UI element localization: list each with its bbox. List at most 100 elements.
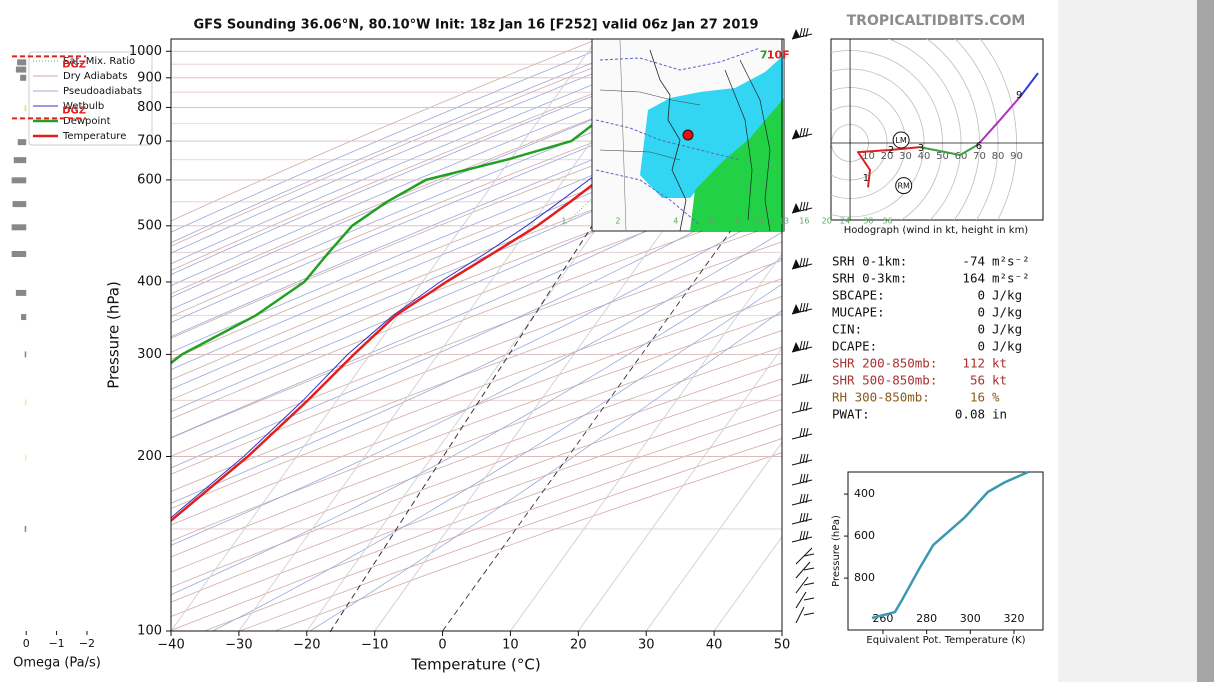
barb-tick (799, 473, 803, 484)
x-tick-label: −40 (157, 638, 184, 653)
thetae-x-tick-label: 280 (916, 612, 937, 625)
y-tick-label: 600 (137, 172, 162, 187)
hodograph-ring-label: 20 (881, 151, 894, 162)
surface-temperature-label: 10F (767, 48, 790, 61)
dry-adiabat (171, 378, 782, 603)
x-tick-label: 40 (706, 638, 723, 653)
hodograph-height-label: 3 (918, 143, 924, 154)
pseudoadiabat (171, 39, 652, 244)
barb-tick (805, 530, 809, 541)
stat-label: PWAT: (832, 407, 870, 422)
omega-bar (24, 351, 27, 358)
barb-tick (799, 427, 803, 438)
stat-unit: m²s⁻² (992, 254, 1030, 269)
hodograph-frame (830, 38, 1044, 221)
barb-tick (799, 512, 803, 523)
stat-value: 0 (977, 322, 985, 337)
barb-staff (791, 536, 813, 543)
barb-staff (791, 499, 813, 506)
hodograph-ring-label: 10 (862, 151, 875, 162)
y-tick-label: 700 (137, 134, 162, 149)
omega-axis-label: Omega (Pa/s) (13, 656, 101, 671)
x-tick-label: −10 (361, 638, 388, 653)
dry-adiabat (171, 94, 782, 339)
barb-tick (802, 530, 806, 541)
dry-adiabat (171, 260, 782, 492)
stat-value: 0 (977, 339, 985, 354)
stat-unit: in (992, 407, 1007, 422)
plot-frame (170, 38, 783, 632)
thetae-x-tick-label: 320 (1003, 612, 1024, 625)
barb-tick (805, 427, 809, 438)
hodograph-trace (1019, 72, 1039, 98)
y-tick-label: 900 (137, 70, 162, 85)
pseudoadiabat (309, 310, 782, 631)
barb-tick (799, 493, 803, 504)
barb-tick (805, 201, 809, 212)
dry-adiabat (171, 202, 782, 439)
thetae-y-tick-label: 600 (854, 529, 875, 542)
mixing-ratio-label: 20 (822, 216, 832, 225)
stat-unit: % (992, 390, 1000, 405)
omega-bar (17, 139, 27, 146)
barb-tick (802, 257, 806, 268)
pseudoadiabat (171, 231, 782, 546)
map-inset (591, 38, 785, 232)
hodograph-trace (919, 144, 979, 156)
omega-tick-label: 0 (23, 637, 30, 650)
mixing-ratio-label: 4 (673, 216, 678, 225)
barb-tick (805, 512, 809, 523)
omega-bar (11, 224, 27, 231)
barb-flag (792, 129, 800, 139)
dry-adiabat (171, 295, 782, 526)
barb-tick (803, 567, 815, 571)
barb-tick (799, 530, 803, 541)
stat-unit: kt (992, 373, 1007, 388)
hodograph-trace (976, 96, 1021, 146)
pseudoadiabat (171, 92, 782, 353)
barb-flag (792, 29, 800, 39)
barb-staff (791, 518, 813, 525)
barb-tick (802, 493, 806, 504)
barb-tick (805, 340, 809, 351)
stat-value: 16 (970, 390, 985, 405)
barb-flag (792, 259, 800, 269)
hodograph-ring-label: 30 (899, 151, 912, 162)
barb-staff (791, 379, 813, 386)
y-tick-label: 1000 (129, 44, 162, 59)
x-tick-label: 20 (570, 638, 587, 653)
stat-value: -74 (962, 254, 985, 269)
mixing-ratio-label: 13 (779, 216, 789, 225)
omega-bar (21, 314, 27, 321)
barb-tick (802, 473, 806, 484)
omega-bar (12, 201, 27, 208)
y-tick-label: 400 (137, 274, 162, 289)
mixing-ratio-label: 30 (863, 216, 873, 225)
thetae-y-label: Pressure (hPa) (831, 515, 842, 587)
hodograph-height-label: 6 (976, 141, 982, 152)
barb-tick (805, 373, 809, 384)
barb-staff (795, 576, 809, 594)
hodograph-caption: Hodograph (wind in kt, height in km) (844, 225, 1029, 236)
y-tick-label: 300 (137, 347, 162, 362)
stat-unit: J/kg (992, 322, 1022, 337)
x-tick-label: 0 (438, 638, 446, 653)
isotherm (442, 158, 782, 631)
barb-tick (805, 401, 809, 412)
dry-adiabat (171, 278, 782, 509)
barb-flag (792, 342, 800, 352)
barb-tick (802, 27, 806, 38)
dry-adiabat (171, 222, 782, 457)
mixing-ratio-label: 24 (840, 216, 850, 225)
hodograph-ring-label: 60 (955, 151, 968, 162)
barb-tick (805, 473, 809, 484)
omega-bar (15, 66, 27, 73)
parcel-guide (329, 225, 593, 633)
barb-tick (803, 612, 815, 616)
barb-tick (799, 127, 803, 138)
mixing-ratio-label: 6 (709, 216, 714, 225)
barb-tick (802, 373, 806, 384)
isotherm (645, 441, 782, 631)
y-tick-label: 800 (137, 100, 162, 115)
